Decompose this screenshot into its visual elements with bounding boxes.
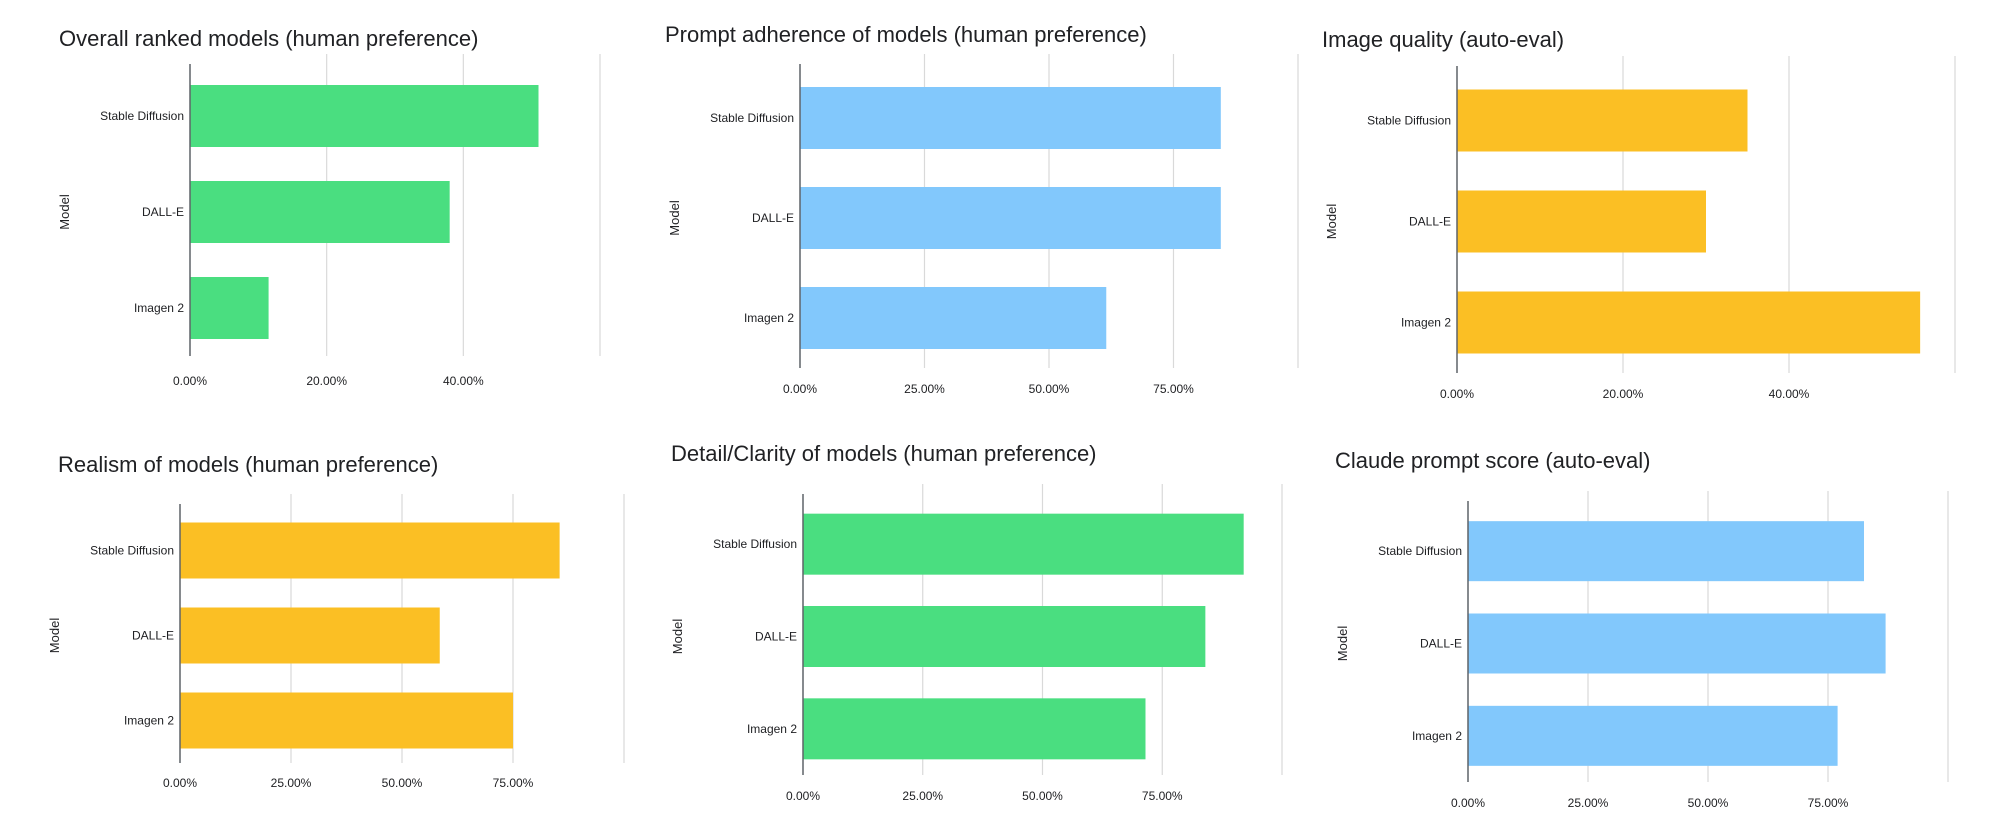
x-tick-label: 0.00% xyxy=(173,374,207,388)
bar xyxy=(180,522,560,579)
bar xyxy=(800,87,1221,149)
bar xyxy=(180,692,513,749)
chart-svg: Stable Diffusion DALL-E Imagen 2 0.00% 25.00… xyxy=(667,54,1299,396)
x-tick-label: 20.00% xyxy=(1603,387,1644,401)
bar xyxy=(1457,190,1706,253)
x-tick-label: 0.00% xyxy=(1440,387,1474,401)
category-label: Stable Diffusion xyxy=(713,537,797,551)
category-label: DALL-E xyxy=(132,629,174,643)
category-label: Imagen 2 xyxy=(744,311,794,325)
bar xyxy=(190,85,539,147)
y-axis-title: Model xyxy=(1335,626,1350,662)
x-tick-label: 40.00% xyxy=(443,374,484,388)
bar xyxy=(1457,291,1921,354)
x-tick-label: 25.00% xyxy=(1568,796,1609,810)
chart-title: Overall ranked models (human preference) xyxy=(59,26,479,51)
y-axis-title: Model xyxy=(57,194,72,230)
chart-svg: Stable Diffusion DALL-E Imagen 2 0.00% 25.00… xyxy=(670,484,1283,803)
category-label: Imagen 2 xyxy=(1412,729,1462,743)
category-label: Imagen 2 xyxy=(1401,316,1451,330)
y-axis-title: Model xyxy=(667,200,682,236)
category-label: Imagen 2 xyxy=(747,722,797,736)
bar xyxy=(803,606,1206,667)
chart-detail-clarity: Detail/Clarity of models (human preferen… xyxy=(660,415,1320,831)
y-axis-title: Model xyxy=(1324,204,1339,240)
category-label: Imagen 2 xyxy=(134,301,184,315)
chart-svg: Stable Diffusion DALL-E Imagen 2 0.00% 20.00… xyxy=(1324,56,1956,401)
chart-title: Prompt adherence of models (human prefer… xyxy=(665,22,1147,47)
category-label: Imagen 2 xyxy=(124,714,174,728)
chart-svg: Stable Diffusion DALL-E Imagen 2 0.00% 25.00… xyxy=(47,494,625,790)
x-tick-label: 20.00% xyxy=(306,374,347,388)
x-tick-label: 50.00% xyxy=(1688,796,1729,810)
bar xyxy=(190,181,450,243)
x-tick-label: 25.00% xyxy=(904,382,945,396)
x-tick-label: 40.00% xyxy=(1769,387,1810,401)
category-label: DALL-E xyxy=(1409,215,1451,229)
x-tick-label: 25.00% xyxy=(902,789,943,803)
bar xyxy=(1468,705,1838,766)
chart-svg: Stable Diffusion DALL-E Imagen 2 0.00% 25.00… xyxy=(1335,491,1949,810)
bar xyxy=(190,277,269,339)
chart-title: Image quality (auto-eval) xyxy=(1322,27,1565,52)
x-tick-label: 50.00% xyxy=(1029,382,1070,396)
x-tick-label: 75.00% xyxy=(1153,382,1194,396)
category-label: Stable Diffusion xyxy=(1367,114,1451,128)
chart-title: Detail/Clarity of models (human preferen… xyxy=(671,441,1097,466)
y-axis-title: Model xyxy=(670,619,685,655)
chart-svg: Stable Diffusion DALL-E Imagen 2 0.00% 20.00… xyxy=(57,54,601,388)
category-label: DALL-E xyxy=(142,205,184,219)
chart-prompt-adherence: Prompt adherence of models (human prefer… xyxy=(660,0,1320,415)
x-tick-label: 0.00% xyxy=(783,382,817,396)
bar xyxy=(1468,521,1864,582)
category-label: Stable Diffusion xyxy=(710,111,794,125)
bar xyxy=(180,607,440,664)
bar xyxy=(800,287,1107,349)
x-tick-label: 50.00% xyxy=(1022,789,1063,803)
bar xyxy=(1468,613,1886,674)
x-tick-label: 50.00% xyxy=(382,776,423,790)
chart-claude-prompt-score: Claude prompt score (auto-eval) Stable D… xyxy=(1320,415,2000,831)
chart-title: Realism of models (human preference) xyxy=(58,452,439,477)
category-label: DALL-E xyxy=(1420,637,1462,651)
x-tick-label: 0.00% xyxy=(786,789,820,803)
category-label: DALL-E xyxy=(755,630,797,644)
y-axis-title: Model xyxy=(47,618,62,654)
chart-image-quality: Image quality (auto-eval) Stable Diffusi… xyxy=(1320,0,2000,415)
bar xyxy=(803,698,1146,760)
x-tick-label: 0.00% xyxy=(1451,796,1485,810)
x-tick-label: 75.00% xyxy=(493,776,534,790)
chart-realism: Realism of models (human preference) Sta… xyxy=(0,415,660,831)
bar xyxy=(803,513,1244,575)
x-tick-label: 25.00% xyxy=(271,776,312,790)
category-label: Stable Diffusion xyxy=(90,544,174,558)
bar xyxy=(800,187,1221,249)
category-label: Stable Diffusion xyxy=(100,109,184,123)
category-label: DALL-E xyxy=(752,211,794,225)
x-tick-label: 0.00% xyxy=(163,776,197,790)
chart-overall-ranked: Overall ranked models (human preference)… xyxy=(0,0,660,415)
x-tick-label: 75.00% xyxy=(1808,796,1849,810)
chart-title: Claude prompt score (auto-eval) xyxy=(1335,448,1651,473)
category-label: Stable Diffusion xyxy=(1378,544,1462,558)
bar xyxy=(1457,89,1748,152)
x-tick-label: 75.00% xyxy=(1142,789,1183,803)
